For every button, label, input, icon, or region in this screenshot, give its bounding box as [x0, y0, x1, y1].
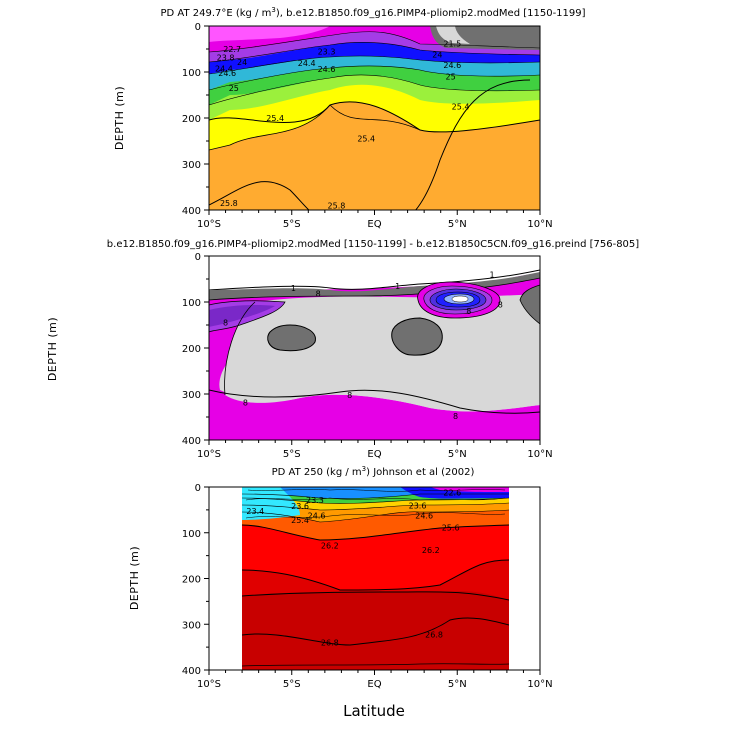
x-tick-label: 10°S: [197, 449, 221, 460]
contour-label: 26.8: [425, 630, 443, 639]
panel-2-contour-labels: 1 1 1 8 8 8 8 8 8 8: [223, 270, 503, 421]
x-tick-label: 5°N: [448, 449, 467, 460]
y-tick-label: 200: [182, 344, 201, 355]
contour-label: 24: [237, 58, 247, 67]
contour-label: 24.6: [308, 511, 326, 520]
contour-label: 21.5: [443, 39, 461, 48]
x-tick-label: 10°N: [527, 219, 552, 230]
panel-2-contour-fill: [209, 256, 540, 440]
y-tick-label: 300: [182, 390, 201, 401]
contour-label: 25.6: [442, 523, 460, 532]
x-tick-label: 10°S: [197, 219, 221, 230]
y-tick-label: 100: [182, 68, 201, 79]
panel-model-density: PD AT 249.7°E (kg / m3), b.e12.B1850.f09…: [113, 6, 586, 230]
panel-3-contour-labels: 23.423.323.624.625.423.624.622.625.626.2…: [246, 488, 461, 647]
panel-1-y-axis: 0 100 200 300 400: [182, 22, 209, 217]
contour-label: 24.6: [318, 65, 336, 74]
contour-label: 23.4: [246, 507, 264, 516]
contour-label: 8: [316, 290, 321, 299]
panel-3-contour-fill: [242, 487, 509, 670]
panel-1-contour-fill: [209, 26, 540, 210]
panel-2-y-label: DEPTH (m): [46, 317, 59, 381]
contour-label: 26.8: [321, 639, 339, 648]
contour-label: 25.8: [220, 199, 238, 208]
y-tick-label: 100: [182, 529, 201, 540]
contour-label: 24.6: [415, 511, 433, 520]
contour-label: 22.7: [223, 45, 241, 54]
contour-label: 23.8: [217, 53, 235, 62]
contour-label: 8: [466, 307, 471, 316]
panel-1-title: PD AT 249.7°E (kg / m3), b.e12.B1850.f09…: [160, 6, 585, 19]
panel-1-x-axis: 10°S 5°S EQ 5°N 10°N: [197, 210, 553, 230]
contour-label: 23.6: [291, 502, 309, 511]
y-tick-label: 300: [182, 620, 201, 631]
contour-label: 24.6: [218, 69, 236, 78]
contour-label: 24.6: [443, 61, 461, 70]
y-tick-label: 0: [195, 22, 201, 33]
contour-label: 8: [243, 398, 248, 407]
x-tick-label: 10°S: [197, 679, 221, 690]
x-tick-label: 5°S: [283, 219, 301, 230]
panel-3-y-label: DEPTH (m): [128, 546, 141, 610]
y-tick-label: 200: [182, 114, 201, 125]
panel-1-contour-labels: 22.7 23.323.824 24.424.424.6 24.6252524.624…: [215, 39, 469, 210]
contour-label: 25: [446, 73, 456, 82]
contour-label: 25: [229, 84, 239, 93]
y-tick-label: 400: [182, 206, 201, 217]
contour-label: 24.4: [298, 59, 316, 68]
panel-3-title: PD AT 250 (kg / m3) Johnson et al (2002): [272, 465, 475, 478]
x-tick-label: 10°N: [527, 449, 552, 460]
contour-label: 1: [395, 282, 400, 291]
panel-1-y-label: DEPTH (m): [113, 86, 126, 150]
contour-label: 25.4: [266, 114, 284, 123]
contour-label: 26.2: [321, 542, 339, 551]
panel-2-y-axis: 0 100 200 300 400: [182, 252, 209, 447]
contour-label: 8: [347, 391, 352, 400]
contour-label: 8: [453, 412, 458, 421]
panel-3-y-axis: 0 100 200 300 400: [182, 483, 209, 677]
contour-label: 1: [489, 270, 494, 279]
x-tick-label: 5°S: [283, 449, 301, 460]
contour-label: 8: [498, 300, 503, 309]
x-tick-label: EQ: [367, 679, 381, 690]
contour-label: 1: [291, 284, 296, 293]
contour-label: 23.3: [306, 496, 324, 505]
contour-label: 25.8: [328, 201, 346, 210]
contour-label: 25.4: [452, 103, 470, 112]
x-tick-label: 5°N: [448, 679, 467, 690]
x-tick-label: EQ: [367, 219, 381, 230]
panel-2-title: b.e12.B1850.f09_g16.PIMP4-pliomip2.modMe…: [107, 239, 639, 250]
y-tick-label: 400: [182, 666, 201, 677]
figure-x-label: Latitude: [343, 702, 405, 720]
panel-3-x-axis: 10°S 5°S EQ 5°N 10°N: [197, 670, 553, 690]
y-tick-label: 300: [182, 160, 201, 171]
contour-label: 24.4: [215, 64, 233, 73]
contour-label: 23.6: [409, 501, 427, 510]
x-tick-label: 10°N: [527, 679, 552, 690]
contour-label: 25.4: [291, 516, 309, 525]
contour-label: 24: [432, 51, 442, 60]
x-tick-label: 5°N: [448, 219, 467, 230]
x-tick-label: EQ: [367, 449, 381, 460]
contour-label: 23.3: [318, 47, 336, 56]
contour-label: 26.2: [422, 546, 440, 555]
x-tick-label: 5°S: [283, 679, 301, 690]
contour-label: 8: [223, 319, 228, 328]
y-tick-label: 0: [195, 483, 201, 494]
y-tick-label: 400: [182, 436, 201, 447]
y-tick-label: 100: [182, 298, 201, 309]
contour-label: 22.6: [443, 488, 461, 497]
y-tick-label: 0: [195, 252, 201, 263]
contour-label: 25.4: [357, 135, 375, 144]
panel-observed-density: PD AT 250 (kg / m3) Johnson et al (2002): [128, 465, 553, 690]
panel-2-x-axis: 10°S 5°S EQ 5°N 10°N: [197, 440, 553, 460]
panel-difference: b.e12.B1850.f09_g16.PIMP4-pliomip2.modMe…: [46, 239, 639, 460]
y-tick-label: 200: [182, 575, 201, 586]
